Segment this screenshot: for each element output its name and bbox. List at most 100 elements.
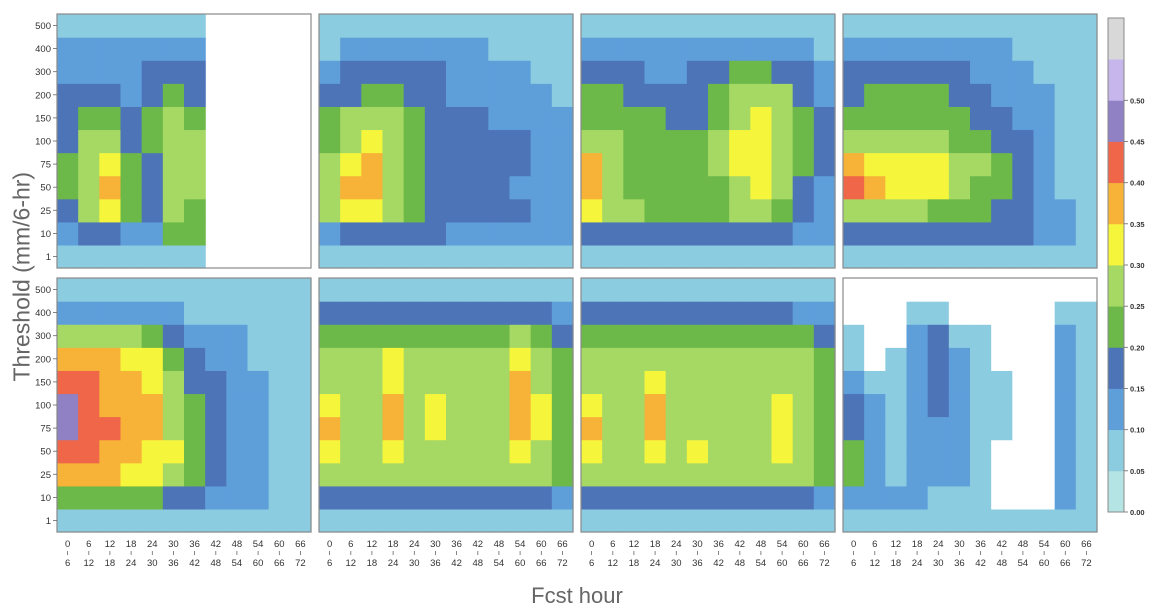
panel-1-cell — [361, 14, 384, 38]
panel-4-cell — [141, 301, 164, 325]
panel-1-cell — [403, 14, 426, 38]
panel-5-cell — [446, 324, 468, 348]
panel-3-cell — [948, 129, 971, 154]
panel-7-cell — [864, 439, 886, 464]
panel-7-cell — [864, 485, 886, 510]
panel-1-cell — [340, 152, 362, 177]
panel-3-cell — [1033, 60, 1056, 84]
panel-7-cell — [864, 370, 886, 395]
panel-7-cell — [843, 393, 865, 418]
panel-7-cell — [1012, 301, 1035, 325]
panel-3-cell — [864, 14, 886, 38]
panel-7-cell — [1012, 508, 1035, 533]
panel-6-cell — [602, 485, 624, 510]
panel-2-cell — [771, 83, 794, 107]
x-tick-label-top: 66 — [557, 539, 568, 550]
panel-2-cell — [750, 129, 773, 154]
panel-2-cell — [644, 221, 667, 246]
panel-6-cell — [602, 508, 624, 533]
x-axis-label: Fcst hour — [531, 583, 623, 608]
panel-5-cell — [319, 324, 341, 348]
x-tick-label-top: 18 — [912, 539, 923, 550]
panel-6-cell — [644, 324, 667, 348]
panel-2-cell — [623, 60, 646, 84]
panel-0-cell — [141, 221, 164, 246]
panel-7-cell — [885, 393, 908, 418]
x-tick-label-bottom: 36 — [692, 558, 703, 569]
panel-0-cell — [99, 198, 122, 223]
panel-7-cell — [1033, 324, 1056, 348]
panel-5-cell — [509, 278, 532, 302]
panel-7-cell — [864, 278, 886, 302]
panel-7-cell — [864, 416, 886, 441]
panel-2-cell — [708, 198, 730, 223]
panel-4-cell — [57, 393, 79, 418]
panel-7-cell — [1012, 393, 1035, 418]
panel-4-cell — [162, 278, 185, 302]
panel-1-cell — [319, 83, 341, 107]
panel-5-cell — [488, 508, 511, 533]
panel-7-cell — [927, 370, 950, 395]
panel-7-cell — [970, 416, 992, 441]
panel-6-cell — [602, 347, 624, 371]
panel-6-cell — [581, 439, 603, 464]
panel-7-cell — [906, 347, 929, 371]
panel-1-cell — [509, 129, 532, 154]
panel-7-cell — [1033, 370, 1056, 395]
panel-5-cell — [530, 485, 553, 510]
panel-6-cell — [686, 462, 709, 487]
panel-2-cell — [771, 152, 794, 177]
panel-7-cell — [843, 278, 865, 302]
panel-0-cell — [184, 83, 206, 107]
panel-3-cell — [864, 175, 886, 200]
panel-0-cell — [141, 37, 164, 61]
panel-3-cell — [991, 244, 1013, 269]
x-tick-label-bottom: 30 — [933, 558, 944, 569]
panel-1-cell — [382, 83, 405, 107]
panel-2-cell — [813, 175, 836, 200]
panel-6-cell — [729, 393, 751, 418]
panel-4-cell — [184, 347, 206, 371]
panel-6-cell — [708, 393, 730, 418]
panel-2-cell — [750, 14, 773, 38]
x-tick-label-top: 30 — [168, 539, 179, 550]
x-tick-label-top: 18 — [650, 539, 661, 550]
panel-2-cell — [665, 152, 688, 177]
panel-5-cell — [551, 508, 574, 533]
panel-7-cell — [948, 462, 971, 487]
panel-5-cell — [488, 324, 511, 348]
panel-7-cell — [843, 462, 865, 487]
panel-7-cell — [885, 324, 908, 348]
panel-7-cell — [1012, 324, 1035, 348]
x-tick-label-bottom: 24 — [912, 558, 923, 569]
panel-5-cell — [340, 393, 362, 418]
panel-3-cell — [1033, 198, 1056, 223]
panel-4-cell — [247, 301, 270, 325]
panel-6-cell — [686, 347, 709, 371]
panel-1-cell — [340, 244, 362, 269]
panel-5-cell — [403, 508, 426, 533]
panel-5-cell — [403, 301, 426, 325]
y-tick-label: 100 — [35, 137, 51, 148]
panel-2-cell — [686, 106, 709, 131]
panel-3-cell — [991, 60, 1013, 84]
panel-4-cell — [141, 462, 164, 487]
panel-3-cell — [927, 14, 950, 38]
panel-1-cell — [509, 221, 532, 246]
panel-1-cell — [403, 221, 426, 246]
panel-1-cell — [551, 14, 574, 38]
panel-5-cell — [424, 393, 447, 418]
panel-7-cell — [885, 416, 908, 441]
panel-3-cell — [1033, 106, 1056, 131]
panel-3-cell — [1054, 83, 1077, 107]
panel-2-cell — [792, 221, 815, 246]
panel-7-frame — [842, 277, 1098, 533]
panel-6-cell — [792, 416, 815, 441]
panel-7-cell — [885, 301, 908, 325]
x-tick-label-bottom: 6 — [851, 558, 856, 569]
panel-0-cell — [184, 175, 206, 200]
panel-2-cell — [623, 37, 646, 61]
panel-0-cell — [162, 129, 185, 154]
panel-6-cell — [623, 416, 646, 441]
panel-5-cell — [319, 485, 341, 510]
